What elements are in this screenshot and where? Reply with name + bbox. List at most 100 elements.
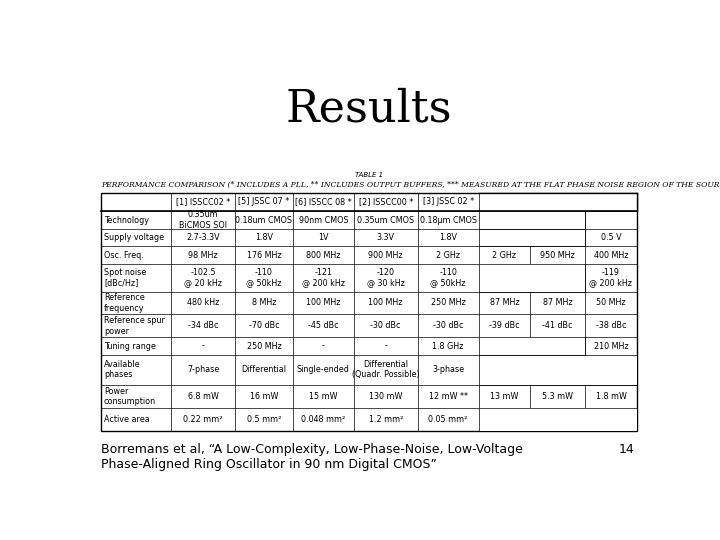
Text: 0.048 mm²: 0.048 mm² [301, 415, 346, 424]
Text: 130 mW: 130 mW [369, 392, 402, 401]
Text: [3] JSSC 02 *: [3] JSSC 02 * [423, 198, 474, 206]
Text: Differential
(Quadr. Possible): Differential (Quadr. Possible) [352, 360, 420, 380]
Bar [479, 338, 585, 355]
Text: 0.22 mm²: 0.22 mm² [184, 415, 223, 424]
Text: 87 MHz: 87 MHz [490, 299, 519, 307]
Text: -: - [384, 341, 387, 350]
Text: 2 GHz: 2 GHz [492, 251, 516, 260]
Text: 100 MHz: 100 MHz [369, 299, 403, 307]
Text: 210 MHz: 210 MHz [594, 341, 629, 350]
Text: Results: Results [286, 87, 452, 131]
Text: 1.8V: 1.8V [255, 233, 273, 242]
Text: Spot noise
[dBc/Hz]: Spot noise [dBc/Hz] [104, 268, 146, 287]
Text: 900 MHz: 900 MHz [369, 251, 403, 260]
Text: 90 nm digital CMOS: 90 nm digital CMOS [492, 215, 572, 225]
Text: 0.05 mm²: 0.05 mm² [428, 415, 468, 424]
Text: 2.7-3.3V: 2.7-3.3V [186, 233, 220, 242]
Text: -: - [202, 341, 204, 350]
Text: 6.8 mW: 6.8 mW [188, 392, 219, 401]
Bar [479, 211, 585, 229]
Text: 1.8 GHz: 1.8 GHz [433, 341, 464, 350]
Text: 98 MHz: 98 MHz [189, 251, 218, 260]
Text: 0.5 mm²: 0.5 mm² [247, 415, 282, 424]
Bar [479, 355, 637, 385]
Text: 87 MHz: 87 MHz [543, 299, 572, 307]
Text: 250 MHz: 250 MHz [247, 341, 282, 350]
Text: 8 MHz: 8 MHz [252, 299, 276, 307]
Text: TABLE 1: TABLE 1 [355, 172, 383, 178]
Text: 3-phase: 3-phase [432, 365, 464, 374]
Text: -45 dBc: -45 dBc [308, 321, 338, 330]
Text: 400 MHz: 400 MHz [594, 251, 629, 260]
Text: 100 MHz: 100 MHz [306, 299, 341, 307]
Text: Quadrature (8-phase possible): Quadrature (8-phase possible) [497, 365, 619, 374]
Text: 0.35um CMOS: 0.35um CMOS [357, 215, 414, 225]
Text: -120
@ 200 kHz (***): -120 @ 200 kHz (***) [500, 268, 564, 287]
Text: -110
@ 50kHz: -110 @ 50kHz [246, 268, 282, 287]
Text: 176 MHz: 176 MHz [247, 251, 282, 260]
Text: 950 MHz: 950 MHz [540, 251, 575, 260]
Text: 1.1 GHz: 1.1 GHz [516, 341, 547, 350]
Bar [479, 229, 585, 246]
Text: Borremans et al, “A Low-Complexity, Low-Phase-Noise, Low-Voltage
Phase-Aligned R: Borremans et al, “A Low-Complexity, Low-… [101, 443, 523, 471]
Text: Available
phases: Available phases [104, 360, 140, 380]
Text: 2 GHz: 2 GHz [436, 251, 460, 260]
Text: 16 mW: 16 mW [250, 392, 278, 401]
Text: Supply voltage: Supply voltage [104, 233, 164, 242]
Text: 0.18μm CMOS: 0.18μm CMOS [420, 215, 477, 225]
Text: Single-ended: Single-ended [297, 365, 350, 374]
Text: 3.3V: 3.3V [377, 233, 395, 242]
Text: Tuning range: Tuning range [104, 341, 156, 350]
Text: 7-phase: 7-phase [187, 365, 220, 374]
Text: Differential: Differential [241, 365, 287, 374]
Text: 90nm CMOS: 90nm CMOS [299, 215, 348, 225]
Text: [2] ISSCC00 *: [2] ISSCC00 * [359, 198, 413, 206]
Text: 1V: 1V [526, 233, 537, 242]
Text: 250 MHz: 250 MHz [431, 299, 466, 307]
Text: -34 dBc: -34 dBc [188, 321, 218, 330]
Bar [479, 408, 637, 431]
Text: 0.5 V: 0.5 V [600, 233, 621, 242]
Text: [5] JSSC 07 *: [5] JSSC 07 * [238, 198, 289, 206]
Text: -39 dBc: -39 dBc [489, 321, 520, 330]
Text: 0.008 mm²: 0.008 mm² [536, 415, 580, 424]
Bar [479, 193, 637, 211]
Text: 1.2 mm²: 1.2 mm² [369, 415, 403, 424]
Bar [479, 264, 585, 292]
Text: -110
@ 50kHz: -110 @ 50kHz [431, 268, 466, 287]
Text: 1.8V: 1.8V [439, 233, 457, 242]
Text: -119
@ 200 kHz: -119 @ 200 kHz [590, 268, 632, 287]
Text: -102.5
@ 20 kHz: -102.5 @ 20 kHz [184, 268, 222, 287]
Text: Power
consumption: Power consumption [104, 387, 156, 406]
Text: -41 dBc: -41 dBc [542, 321, 573, 330]
Text: This work: This work [539, 198, 577, 206]
Text: Reference spur
power: Reference spur power [104, 316, 165, 335]
Text: Reference
frequency: Reference frequency [104, 293, 145, 313]
Text: [6] ISSCC 08 *: [6] ISSCC 08 * [295, 198, 351, 206]
Text: Technology: Technology [104, 215, 149, 225]
Text: -120
@ 30 kHz: -120 @ 30 kHz [366, 268, 405, 287]
Text: 0.18um CMOS: 0.18um CMOS [235, 215, 292, 225]
Text: -70 dBc: -70 dBc [248, 321, 279, 330]
Text: -30 dBc: -30 dBc [433, 321, 464, 330]
Text: Active area: Active area [104, 415, 150, 424]
Text: [1] ISSCC02 *: [1] ISSCC02 * [176, 198, 230, 206]
Text: -38 dBc: -38 dBc [595, 321, 626, 330]
Text: 13 mW: 13 mW [490, 392, 518, 401]
Bar [101, 193, 636, 431]
Text: 15 mW: 15 mW [309, 392, 338, 401]
Text: 480 kHz: 480 kHz [187, 299, 220, 307]
Text: 800 MHz: 800 MHz [306, 251, 341, 260]
Text: 0.35um
BiCMOS SOI: 0.35um BiCMOS SOI [179, 210, 227, 230]
Text: 1V: 1V [318, 233, 328, 242]
Text: Osc. Freq.: Osc. Freq. [104, 251, 144, 260]
Text: -121
@ 200 kHz: -121 @ 200 kHz [302, 268, 345, 287]
Text: 14: 14 [618, 443, 634, 456]
Text: -30 dBc: -30 dBc [371, 321, 401, 330]
Text: 50 MHz: 50 MHz [596, 299, 626, 307]
Text: 12 mW **: 12 mW ** [428, 392, 467, 401]
Text: 5.3 mW: 5.3 mW [542, 392, 573, 401]
Text: PERFORMANCE COMPARISON (* INCLUDES A PLL, ** INCLUDES OUTPUT BUFFERS, *** MEASUR: PERFORMANCE COMPARISON (* INCLUDES A PLL… [101, 180, 720, 188]
Text: -: - [322, 341, 325, 350]
Text: 1.8 mW: 1.8 mW [595, 392, 626, 401]
